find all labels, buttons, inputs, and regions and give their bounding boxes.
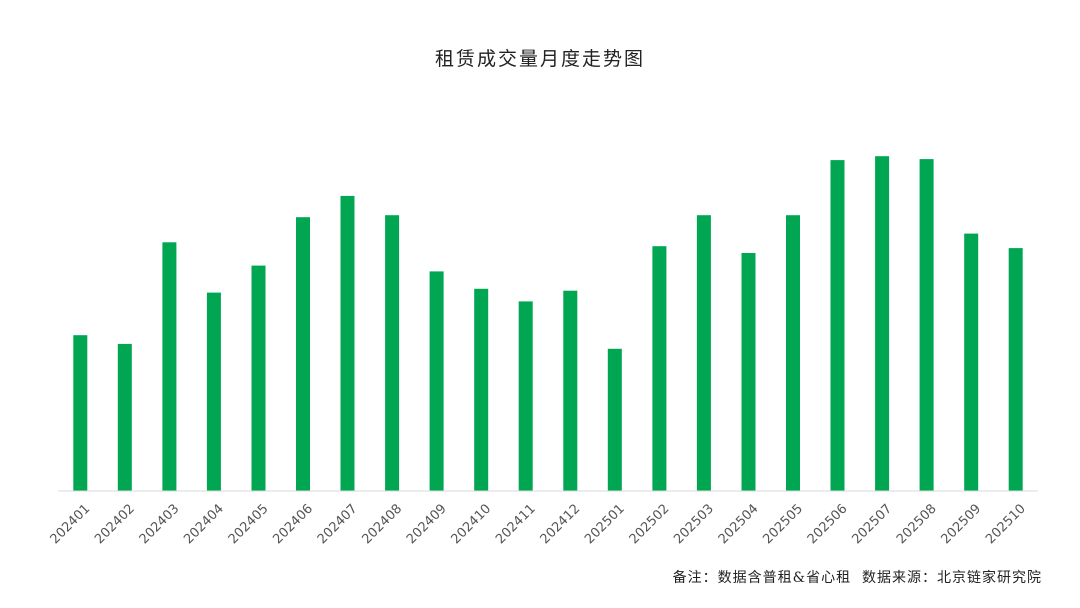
x-tick-label-202501: 202501 xyxy=(582,501,628,547)
x-tick-label-202410: 202410 xyxy=(449,501,495,547)
bar-202503 xyxy=(696,215,711,491)
x-tick-label-202401: 202401 xyxy=(48,501,94,547)
x-tick-label-202409: 202409 xyxy=(404,501,450,547)
x-tick-label-202408: 202408 xyxy=(359,501,405,547)
bar-202404 xyxy=(206,292,221,491)
x-tick-label-202403: 202403 xyxy=(137,501,183,547)
x-tick-label-202411: 202411 xyxy=(493,501,539,547)
x-tick-label-202507: 202507 xyxy=(849,501,895,547)
bars-layer xyxy=(73,156,1023,491)
bar-202407 xyxy=(340,195,355,491)
bar-202409 xyxy=(429,271,444,491)
x-tick-label-202402: 202402 xyxy=(92,501,138,547)
x-tick-label-202505: 202505 xyxy=(760,501,806,547)
bar-202401 xyxy=(73,335,88,491)
bar-202510 xyxy=(1008,248,1023,491)
bar-202403 xyxy=(162,242,177,491)
bar-202410 xyxy=(474,288,489,491)
bar-202406 xyxy=(296,217,310,491)
bar-202509 xyxy=(964,233,979,491)
x-tick-label-202510: 202510 xyxy=(983,501,1029,547)
x-tick-label-202506: 202506 xyxy=(805,501,851,547)
bar-202408 xyxy=(385,215,400,491)
footnote: 备注：数据含普租&省心租 数据来源：北京链家研究院 xyxy=(672,570,1042,586)
bar-202502 xyxy=(652,246,667,491)
x-tick-label-202404: 202404 xyxy=(181,501,227,547)
bar-202402 xyxy=(117,343,132,491)
bar-202508 xyxy=(919,159,934,491)
bar-202411 xyxy=(518,301,533,491)
chart-title: 租赁成交量月度走势图 xyxy=(434,48,645,70)
x-tick-label-202405: 202405 xyxy=(226,501,272,547)
x-tick-label-202509: 202509 xyxy=(939,501,985,547)
x-tick-label-202502: 202502 xyxy=(627,501,673,547)
bar-202501 xyxy=(607,348,622,491)
x-tick-labels: 2024012024022024032024042024052024062024… xyxy=(48,501,1029,547)
bar-202405 xyxy=(251,265,266,491)
x-tick-label-202503: 202503 xyxy=(671,501,717,547)
bar-202504 xyxy=(741,253,756,491)
x-tick-label-202412: 202412 xyxy=(538,501,584,547)
bar-202507 xyxy=(875,156,890,491)
x-tick-label-202508: 202508 xyxy=(894,501,940,547)
x-tick-label-202407: 202407 xyxy=(315,501,361,547)
x-tick-label-202406: 202406 xyxy=(270,501,316,547)
bar-202506 xyxy=(830,160,845,491)
x-tick-label-202504: 202504 xyxy=(716,501,762,547)
bar-202412 xyxy=(563,290,578,491)
bar-202505 xyxy=(786,215,800,491)
